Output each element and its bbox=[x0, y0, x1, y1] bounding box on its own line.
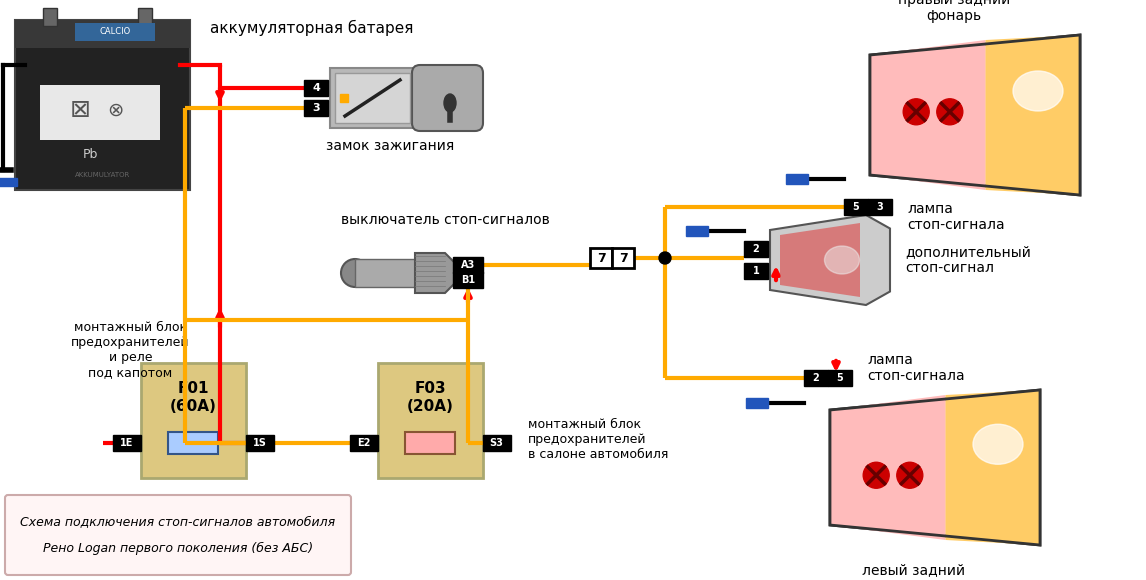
Text: F03
(20А): F03 (20А) bbox=[407, 381, 454, 414]
Text: ⊠: ⊠ bbox=[70, 98, 91, 122]
Bar bbox=[377, 362, 482, 477]
Bar bbox=[744, 241, 768, 257]
Text: выключатель стоп-сигналов: выключатель стоп-сигналов bbox=[340, 213, 549, 227]
Bar bbox=[868, 199, 892, 215]
Bar bbox=[340, 94, 348, 102]
Text: F01
(60А): F01 (60А) bbox=[170, 381, 217, 414]
Bar bbox=[744, 263, 768, 279]
Polygon shape bbox=[780, 223, 860, 297]
Polygon shape bbox=[870, 35, 1080, 195]
Text: лампа
стоп-сигнала: лампа стоп-сигнала bbox=[906, 202, 1005, 232]
Text: левый задний
фонарь: левый задний фонарь bbox=[863, 563, 966, 580]
Bar bbox=[74, 23, 155, 41]
Text: монтажный блок
предохранителей
в салоне автомобиля: монтажный блок предохранителей в салоне … bbox=[527, 419, 668, 462]
Bar bbox=[453, 272, 482, 288]
Polygon shape bbox=[770, 215, 890, 305]
Circle shape bbox=[897, 462, 923, 488]
Text: 5: 5 bbox=[853, 202, 860, 212]
Polygon shape bbox=[415, 253, 455, 293]
Text: A3: A3 bbox=[461, 260, 476, 270]
Circle shape bbox=[863, 462, 889, 488]
Polygon shape bbox=[986, 35, 1080, 195]
Text: 1E: 1E bbox=[120, 438, 133, 448]
Bar bbox=[746, 398, 768, 408]
Text: 3: 3 bbox=[877, 202, 884, 212]
Text: Pb: Pb bbox=[83, 148, 97, 161]
Bar bbox=[0, 178, 17, 186]
Bar bbox=[453, 257, 482, 273]
Ellipse shape bbox=[824, 246, 860, 274]
Text: 1S: 1S bbox=[252, 438, 266, 448]
Circle shape bbox=[936, 99, 963, 125]
Bar bbox=[44, 8, 57, 26]
Text: 1: 1 bbox=[753, 266, 760, 276]
Bar bbox=[612, 248, 634, 268]
Ellipse shape bbox=[444, 94, 456, 112]
Text: Схема подключения стоп-сигналов автомобиля: Схема подключения стоп-сигналов автомоби… bbox=[21, 516, 336, 528]
Polygon shape bbox=[870, 40, 986, 190]
Bar bbox=[355, 259, 415, 287]
Ellipse shape bbox=[342, 259, 369, 287]
Text: 2: 2 bbox=[753, 244, 760, 254]
Bar bbox=[786, 174, 808, 184]
Bar bbox=[804, 370, 829, 386]
Text: аккумуляторная батарея: аккумуляторная батарея bbox=[210, 20, 414, 36]
FancyBboxPatch shape bbox=[413, 65, 482, 131]
Bar bbox=[15, 20, 190, 48]
Bar bbox=[405, 432, 455, 454]
Text: замок зажигания: замок зажигания bbox=[325, 139, 454, 153]
Bar bbox=[304, 80, 328, 96]
Text: лампа
стоп-сигнала: лампа стоп-сигнала bbox=[868, 353, 965, 383]
Bar bbox=[335, 73, 410, 123]
Text: 4: 4 bbox=[312, 83, 320, 93]
Text: 3: 3 bbox=[312, 103, 320, 113]
Text: CALCIO: CALCIO bbox=[100, 27, 131, 37]
Bar bbox=[482, 435, 510, 451]
Text: 2: 2 bbox=[813, 373, 819, 383]
Text: E2: E2 bbox=[356, 438, 370, 448]
Polygon shape bbox=[945, 390, 1041, 545]
Ellipse shape bbox=[1013, 71, 1063, 111]
Circle shape bbox=[659, 252, 672, 264]
Bar bbox=[40, 85, 160, 140]
Text: правый задний
фонарь: правый задний фонарь bbox=[897, 0, 1010, 23]
Text: 7: 7 bbox=[597, 252, 605, 264]
Text: Рено Logan первого поколения (без АБС): Рено Logan первого поколения (без АБС) bbox=[42, 542, 313, 554]
Ellipse shape bbox=[973, 424, 1023, 464]
Text: монтажный блок
предохранителей
и реле
под капотом: монтажный блок предохранителей и реле по… bbox=[71, 321, 190, 379]
Text: S3: S3 bbox=[489, 438, 503, 448]
Polygon shape bbox=[830, 390, 1041, 545]
Bar bbox=[843, 199, 868, 215]
Bar bbox=[112, 435, 141, 451]
Bar bbox=[168, 432, 218, 454]
Bar bbox=[15, 20, 190, 190]
Text: B1: B1 bbox=[461, 275, 476, 285]
Text: AKKUMULYATOR: AKKUMULYATOR bbox=[76, 172, 131, 178]
Bar bbox=[686, 226, 708, 236]
Circle shape bbox=[903, 99, 929, 125]
Bar bbox=[245, 435, 274, 451]
Bar bbox=[138, 8, 152, 26]
FancyBboxPatch shape bbox=[5, 495, 351, 575]
Bar bbox=[141, 362, 245, 477]
Polygon shape bbox=[830, 395, 945, 540]
Bar bbox=[829, 370, 851, 386]
Bar bbox=[304, 100, 328, 116]
Bar bbox=[350, 435, 377, 451]
Bar bbox=[590, 248, 612, 268]
Text: дополнительный
стоп-сигнал: дополнительный стоп-сигнал bbox=[905, 245, 1031, 275]
Text: 7: 7 bbox=[619, 252, 627, 264]
Text: 5: 5 bbox=[837, 373, 843, 383]
Bar bbox=[330, 68, 415, 128]
Text: ⊗: ⊗ bbox=[107, 100, 123, 119]
